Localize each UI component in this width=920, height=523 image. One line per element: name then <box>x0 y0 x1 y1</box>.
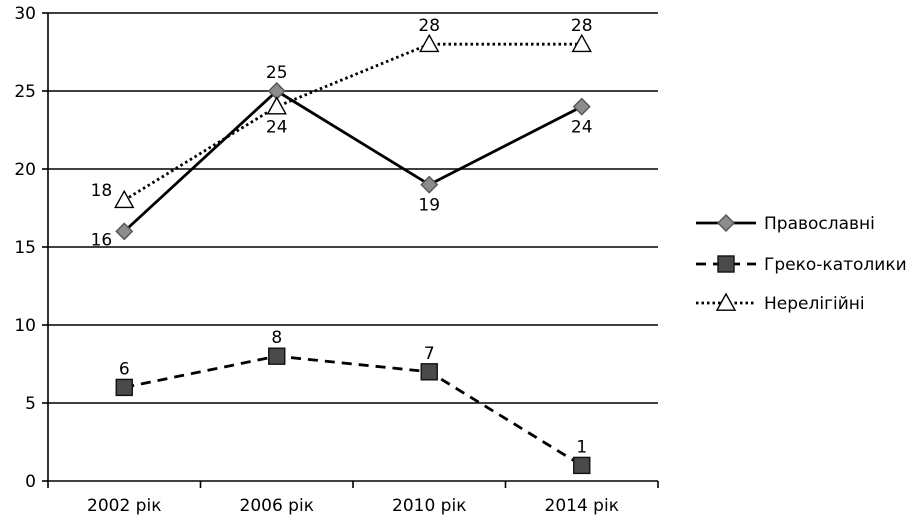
data-label: 28 <box>571 16 593 36</box>
grid-lines <box>48 12 658 404</box>
series-1-marker <box>115 378 133 397</box>
series-0-marker <box>420 175 439 194</box>
data-label: 19 <box>418 196 440 216</box>
legend-label: Нерелігійні <box>764 294 865 314</box>
series-line-2 <box>123 42 582 202</box>
y-tick-label: 5 <box>25 394 36 414</box>
y-tick-label: 25 <box>14 82 36 102</box>
data-label: 18 <box>91 181 113 201</box>
data-label: 28 <box>418 16 440 36</box>
legend-label: Православні <box>764 214 875 234</box>
y-tick-label: 15 <box>14 238 36 258</box>
series-1-marker <box>573 456 591 475</box>
x-tick-label: 2014 рік <box>545 496 619 516</box>
legend-label: Греко-католики <box>764 255 907 275</box>
legend-marker-0 <box>717 214 735 232</box>
x-tick-label: 2010 рік <box>392 496 466 516</box>
x-axis-ticks: 2002 рік 2006 рік 2010 рік 2014 рік <box>47 481 659 516</box>
series-group <box>114 33 592 475</box>
data-label: 25 <box>266 63 288 83</box>
series-0-marker <box>115 222 134 241</box>
data-labels: 16 25 19 24 6 8 7 1 18 24 28 28 <box>91 16 593 457</box>
y-tick-label: 10 <box>14 316 36 336</box>
series-2-marker <box>266 96 287 115</box>
y-tick-label: 20 <box>14 160 36 180</box>
x-tick-label: 2006 рік <box>240 496 314 516</box>
series-line-0 <box>123 89 583 233</box>
data-label: 1 <box>576 437 587 457</box>
data-label: 24 <box>571 118 593 138</box>
data-label: 16 <box>91 230 113 250</box>
data-label: 6 <box>119 359 130 379</box>
legend: Православні Греко-католики Нерелігійні <box>696 214 907 314</box>
series-1-marker <box>268 347 286 365</box>
series-2-marker <box>571 33 592 53</box>
series-1-marker <box>420 363 438 381</box>
x-tick-label: 2002 рік <box>87 496 161 516</box>
legend-marker-1 <box>717 255 735 273</box>
series-2-marker <box>419 33 440 53</box>
series-0-marker <box>572 97 591 116</box>
y-tick-label: 0 <box>25 472 36 492</box>
series-2-marker <box>114 189 135 209</box>
series-line-1 <box>123 354 583 467</box>
data-label: 24 <box>266 118 288 138</box>
data-label: 7 <box>424 344 435 364</box>
y-axis-ticks: 0 5 10 15 20 25 30 <box>14 4 48 492</box>
data-label: 8 <box>271 328 282 348</box>
legend-marker-2 <box>715 292 737 311</box>
y-tick-label: 30 <box>14 4 36 24</box>
